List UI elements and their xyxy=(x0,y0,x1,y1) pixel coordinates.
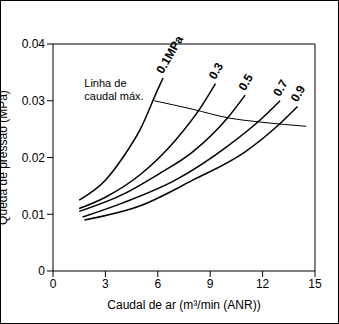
svg-text:0.04: 0.04 xyxy=(22,37,46,51)
svg-text:0.3: 0.3 xyxy=(206,60,227,82)
svg-text:0.5: 0.5 xyxy=(235,71,256,93)
svg-text:0.7: 0.7 xyxy=(270,77,291,99)
svg-text:6: 6 xyxy=(154,277,161,291)
svg-text:0.01: 0.01 xyxy=(22,208,46,222)
svg-text:12: 12 xyxy=(256,277,270,291)
svg-text:9: 9 xyxy=(207,277,214,291)
svg-text:0.9: 0.9 xyxy=(288,83,309,105)
svg-text:3: 3 xyxy=(102,277,109,291)
svg-text:0.02: 0.02 xyxy=(22,151,46,165)
svg-text:Linha decaudal máx.: Linha decaudal máx. xyxy=(84,77,143,102)
svg-text:0.1MPa: 0.1MPa xyxy=(153,33,186,76)
svg-text:15: 15 xyxy=(308,277,322,291)
svg-text:0: 0 xyxy=(38,264,45,278)
svg-text:0: 0 xyxy=(50,277,57,291)
svg-text:Caudal de ar (m³/min (ANR)): Caudal de ar (m³/min (ANR)) xyxy=(107,298,260,312)
svg-text:Queda de pressão (MPa): Queda de pressão (MPa) xyxy=(8,90,10,225)
svg-text:0.03: 0.03 xyxy=(22,94,46,108)
